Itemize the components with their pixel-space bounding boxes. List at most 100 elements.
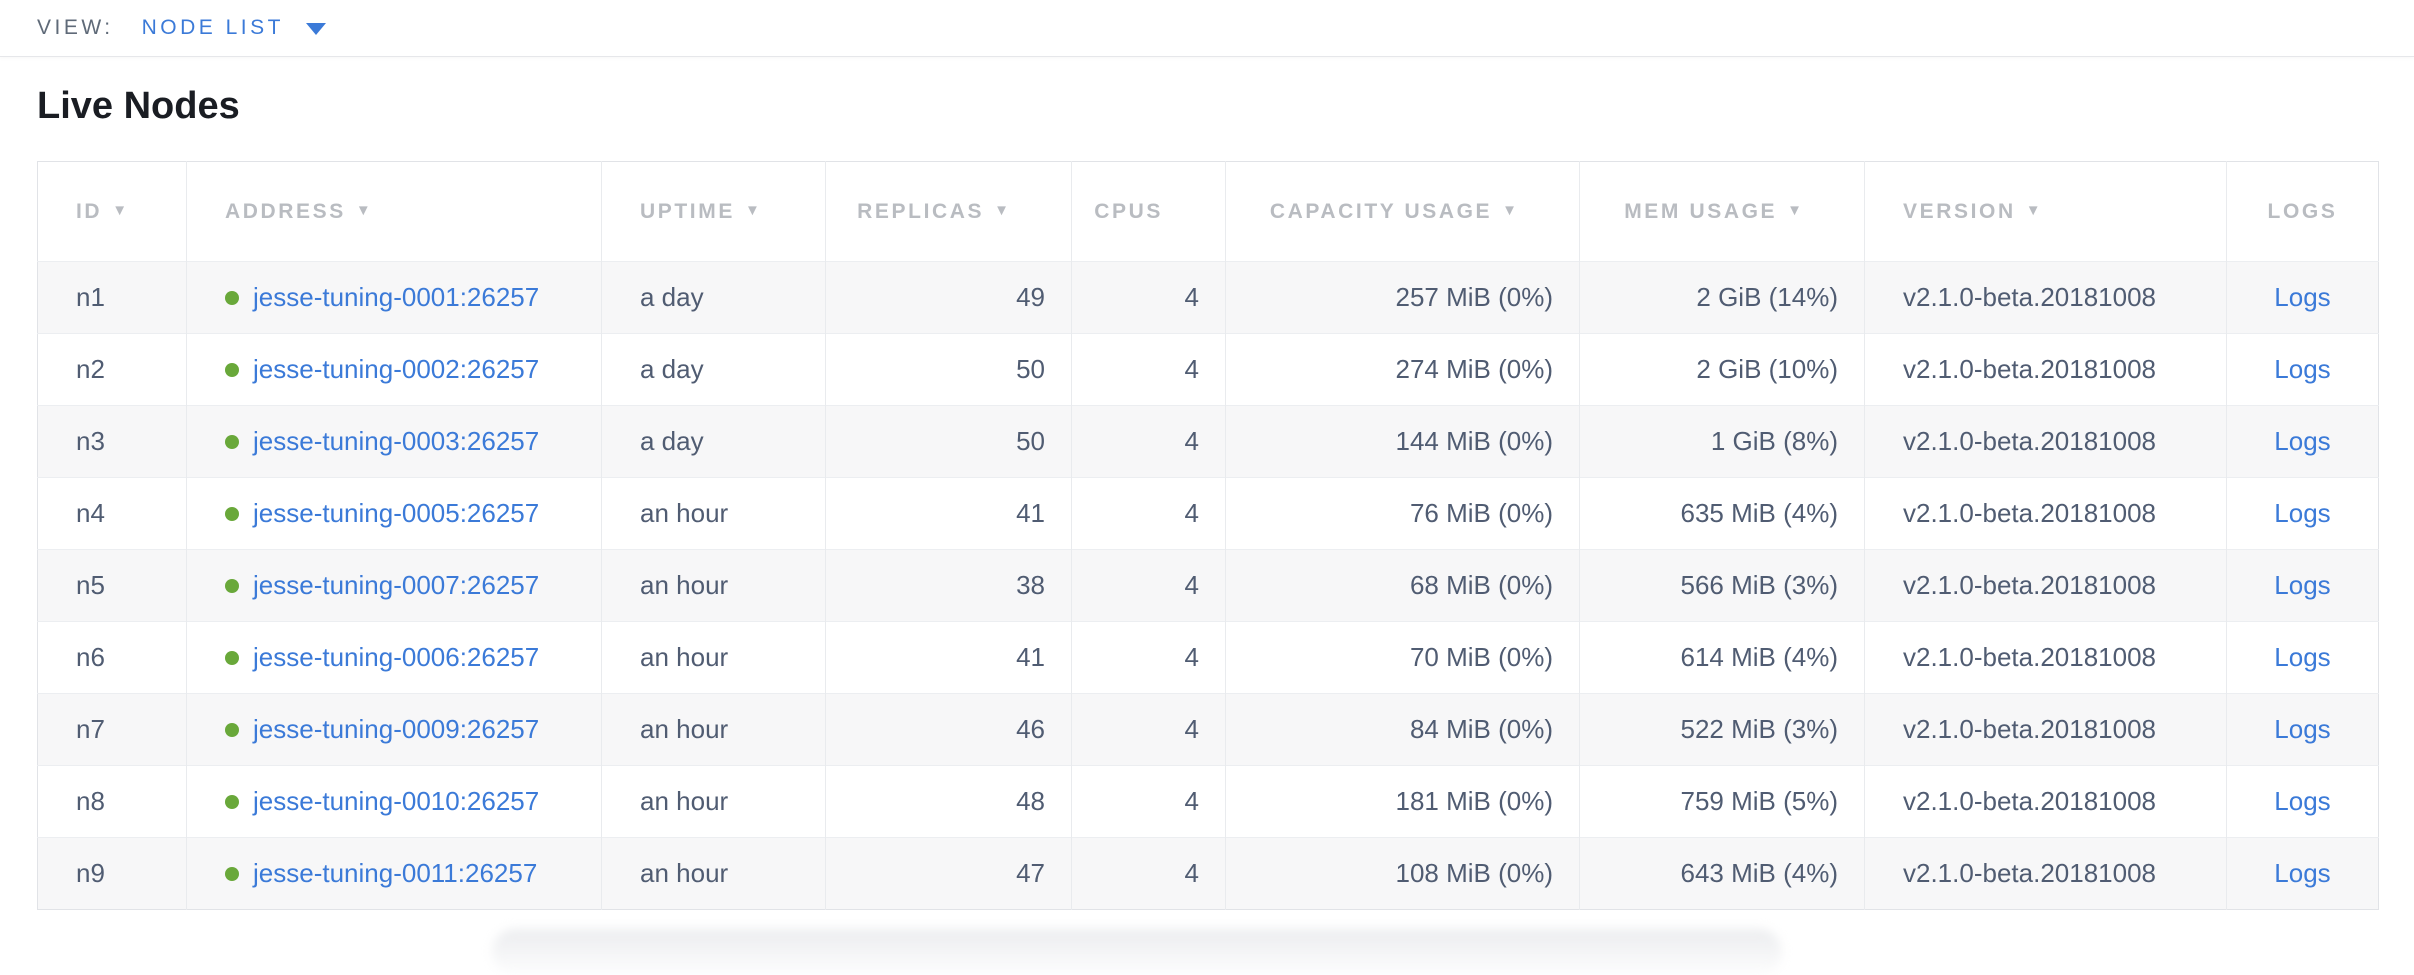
cell-value: 181 MiB (0%) [1395, 786, 1554, 816]
column-header-address[interactable]: ADDRESS ▼ [186, 161, 602, 262]
cell-value: 46 [1016, 714, 1045, 744]
cell-address: jesse-tuning-0009:26257 [186, 693, 602, 766]
cell-capacity: 108 MiB (0%) [1225, 837, 1580, 910]
cell-mem: 635 MiB (4%) [1579, 477, 1865, 550]
cell-replicas: 50 [825, 333, 1072, 406]
node-live-status-dot-icon [225, 291, 239, 305]
cell-value: v2.1.0-beta.20181008 [1903, 426, 2156, 456]
cell-value: v2.1.0-beta.20181008 [1903, 642, 2156, 672]
node-address-link[interactable]: jesse-tuning-0011:26257 [253, 858, 538, 888]
cell-value: 144 MiB (0%) [1395, 426, 1554, 456]
cell-value: 4 [1184, 714, 1199, 744]
cell-address: jesse-tuning-0011:26257 [186, 837, 602, 910]
cell-capacity: 144 MiB (0%) [1225, 405, 1580, 478]
cell-id: n4 [37, 477, 187, 550]
cell-replicas: 48 [825, 765, 1072, 838]
cell-mem: 614 MiB (4%) [1579, 621, 1865, 694]
sort-arrow-icon: ▼ [112, 201, 128, 219]
cell-value: an hour [640, 642, 729, 672]
node-live-status-dot-icon [225, 795, 239, 809]
cell-value: n3 [76, 426, 105, 456]
cell-address: jesse-tuning-0003:26257 [186, 405, 602, 478]
column-header-mem[interactable]: MEM USAGE ▼ [1579, 161, 1865, 262]
node-address-link[interactable]: jesse-tuning-0005:26257 [253, 498, 540, 528]
cell-value: an hour [640, 858, 729, 888]
node-live-status-dot-icon [225, 435, 239, 449]
node-address-link[interactable]: jesse-tuning-0001:26257 [253, 282, 540, 312]
view-selected-value: NODE LIST [141, 16, 284, 39]
column-header-replicas[interactable]: REPLICAS ▼ [825, 161, 1072, 262]
cell-logs: Logs [2226, 693, 2379, 766]
cell-uptime: a day [601, 333, 826, 406]
cell-capacity: 257 MiB (0%) [1225, 261, 1580, 334]
column-header-label: MEM USAGE [1624, 199, 1778, 223]
cell-mem: 522 MiB (3%) [1579, 693, 1865, 766]
cell-mem: 759 MiB (5%) [1579, 765, 1865, 838]
cell-uptime: an hour [601, 477, 826, 550]
cell-uptime: an hour [601, 837, 826, 910]
column-header-capacity[interactable]: CAPACITY USAGE ▼ [1225, 161, 1580, 262]
column-header-uptime[interactable]: UPTIME ▼ [601, 161, 826, 262]
node-logs-link[interactable]: Logs [2274, 714, 2331, 744]
node-logs-link[interactable]: Logs [2274, 426, 2331, 456]
cell-value: 38 [1016, 570, 1045, 600]
node-logs-link[interactable]: Logs [2274, 354, 2331, 384]
cell-value: v2.1.0-beta.20181008 [1903, 858, 2156, 888]
cell-value: v2.1.0-beta.20181008 [1903, 354, 2156, 384]
cell-uptime: an hour [601, 693, 826, 766]
cell-value: 759 MiB (5%) [1680, 786, 1839, 816]
cell-logs: Logs [2226, 261, 2379, 334]
cell-id: n6 [37, 621, 187, 694]
node-logs-link[interactable]: Logs [2274, 498, 2331, 528]
column-header-label: REPLICAS [857, 199, 985, 223]
cell-value: 635 MiB (4%) [1680, 498, 1839, 528]
node-logs-link[interactable]: Logs [2274, 858, 2331, 888]
cell-value: 274 MiB (0%) [1395, 354, 1554, 384]
node-address-link[interactable]: jesse-tuning-0003:26257 [253, 426, 540, 456]
cell-value: a day [640, 426, 704, 456]
cell-id: n8 [37, 765, 187, 838]
cell-mem: 2 GiB (10%) [1579, 333, 1865, 406]
table-row: n6 jesse-tuning-0006:26257 an hour 41 4 70 Mi… [37, 621, 2379, 694]
column-header-label: LOGS [2267, 199, 2338, 223]
view-selector-dropdown[interactable]: NODE LIST [142, 16, 326, 40]
cell-cpus: 4 [1071, 333, 1226, 406]
cell-value: a day [640, 354, 704, 384]
node-logs-link[interactable]: Logs [2274, 570, 2331, 600]
cell-mem: 2 GiB (14%) [1579, 261, 1865, 334]
column-header-logs: LOGS [2226, 161, 2379, 262]
cell-cpus: 4 [1071, 549, 1226, 622]
cell-value: 1 GiB (8%) [1710, 426, 1838, 456]
cell-value: n8 [76, 786, 105, 816]
node-address-link[interactable]: jesse-tuning-0002:26257 [253, 354, 540, 384]
cell-version: v2.1.0-beta.20181008 [1864, 549, 2227, 622]
sort-arrow-icon: ▼ [2025, 201, 2041, 219]
column-header-version[interactable]: VERSION ▼ [1864, 161, 2227, 262]
cell-logs: Logs [2226, 333, 2379, 406]
live-nodes-table: ID ▼ ADDRESS ▼ UPTIME ▼ REPLICAS ▼ CPUS CAPACITY … [37, 161, 2379, 910]
node-address-link[interactable]: jesse-tuning-0009:26257 [253, 714, 540, 744]
cell-value: 4 [1184, 354, 1199, 384]
cell-replicas: 47 [825, 837, 1072, 910]
cell-logs: Logs [2226, 405, 2379, 478]
chevron-down-icon [305, 23, 326, 35]
cell-mem: 566 MiB (3%) [1579, 549, 1865, 622]
cell-value: n4 [76, 498, 105, 528]
bottom-shadow [492, 929, 1782, 975]
cell-value: n6 [76, 642, 105, 672]
node-address-link[interactable]: jesse-tuning-0007:26257 [253, 570, 540, 600]
column-header-id[interactable]: ID ▼ [37, 161, 187, 262]
cell-value: 4 [1184, 426, 1199, 456]
cell-version: v2.1.0-beta.20181008 [1864, 621, 2227, 694]
node-address-link[interactable]: jesse-tuning-0010:26257 [253, 786, 540, 816]
table-row: n2 jesse-tuning-0002:26257 a day 50 4 274 MiB… [37, 333, 2379, 406]
cell-value: 48 [1016, 786, 1045, 816]
node-logs-link[interactable]: Logs [2274, 786, 2331, 816]
column-header-label: CAPACITY USAGE [1269, 199, 1493, 223]
node-logs-link[interactable]: Logs [2274, 642, 2331, 672]
cell-uptime: a day [601, 405, 826, 478]
node-address-link[interactable]: jesse-tuning-0006:26257 [253, 642, 540, 672]
cell-logs: Logs [2226, 621, 2379, 694]
node-logs-link[interactable]: Logs [2274, 282, 2331, 312]
cell-value: an hour [640, 786, 729, 816]
